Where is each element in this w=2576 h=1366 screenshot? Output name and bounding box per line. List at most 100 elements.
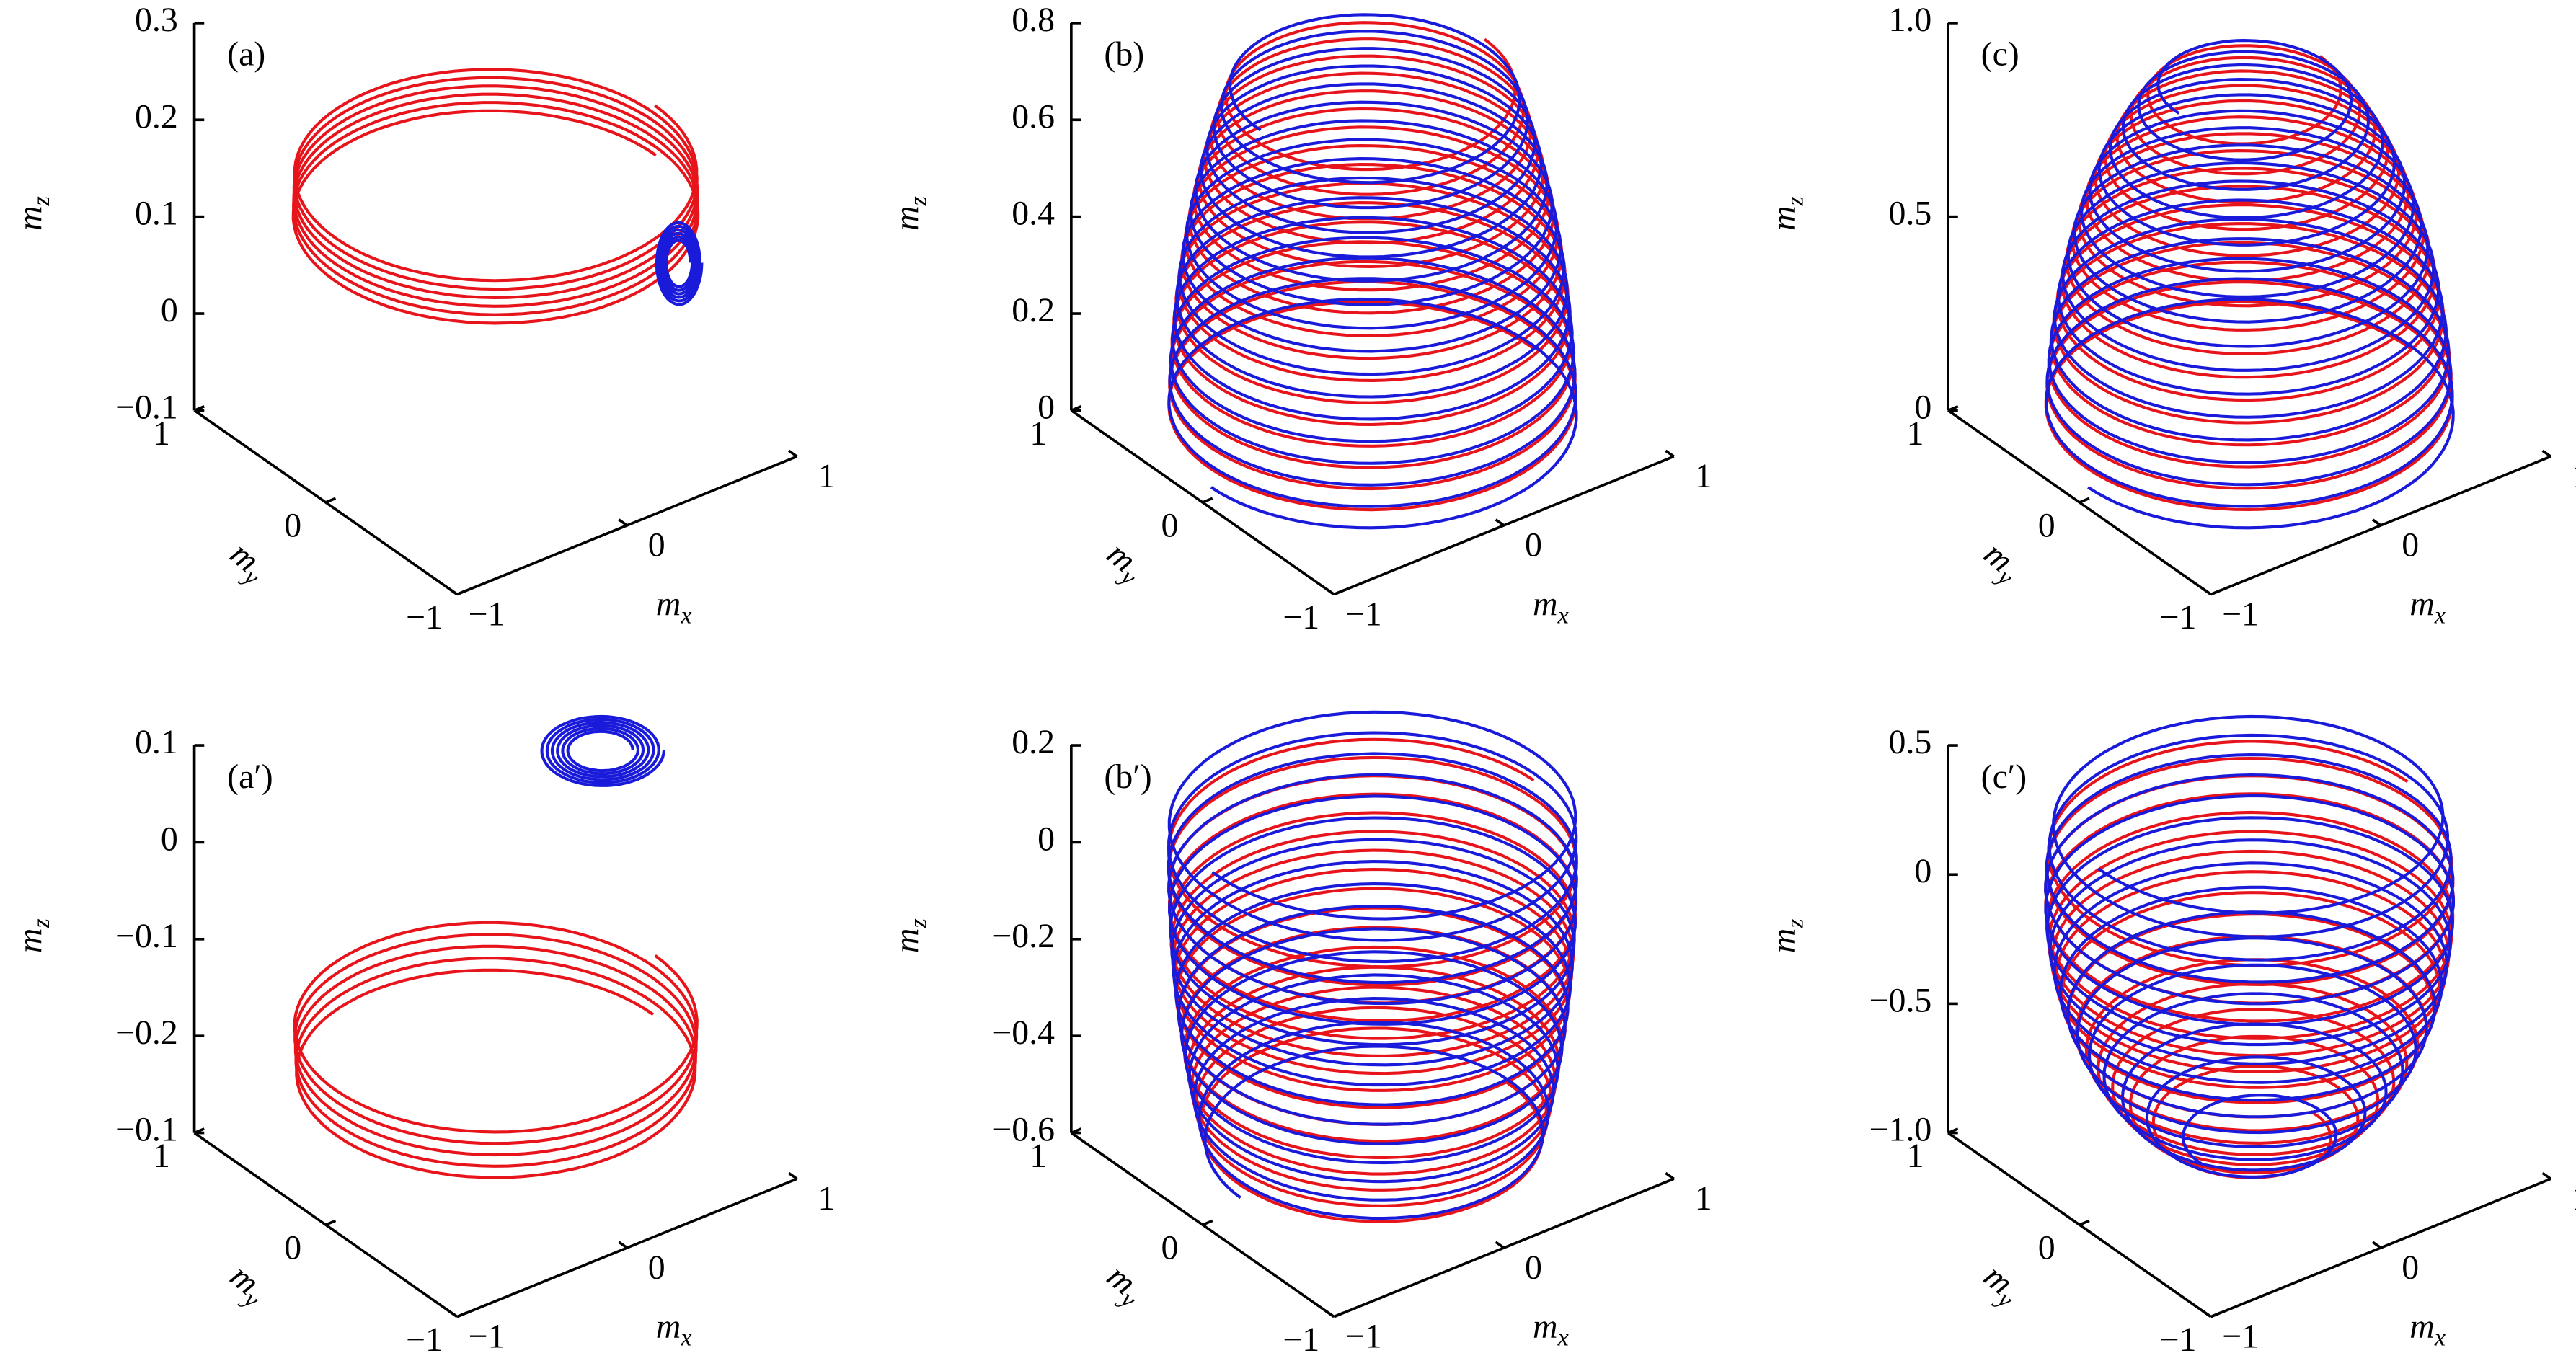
x-axis-label-base: m [2409,585,2435,624]
x-axis-label: mx [2409,585,2446,629]
z-tick-label: 0 [1037,388,1055,426]
x-axis-label-sub: x [2434,602,2446,629]
blue-trajectory [1167,13,1578,530]
z-axis-label: mz [11,918,55,953]
z-axis-label-base: m [1765,205,1803,231]
x-tick [618,1241,628,1249]
z-tick-label: 0.4 [1012,195,1055,233]
z-tick-label: 0 [1914,852,1931,890]
z-tick-label: 0.5 [1889,195,1932,233]
z-axis-label: mz [888,196,932,231]
x-axis-label: mx [2409,1308,2446,1352]
x-tick [2541,1171,2552,1180]
x-axis-label-sub: x [1557,602,1569,629]
x-axis-label: mx [656,1308,692,1352]
x-tick-label: 0 [648,1249,665,1287]
y-tick-label: 0 [284,506,301,544]
z-tick-label: −0.6 [992,1111,1055,1149]
x-axis-label: mx [1533,585,1569,629]
z-tick-label: 0.1 [135,195,178,233]
y-tick [1947,1127,1959,1135]
x-tick [448,587,459,595]
x-axis-label-sub: x [680,1324,691,1351]
z-axis-label-base: m [11,928,49,954]
x-tick [1495,518,1505,527]
y-tick-label: −1 [1283,598,1319,637]
x-axis-label: mx [1533,1308,1569,1352]
z-tick-label: 0.2 [135,97,178,136]
y-tick-label: 0 [1161,1229,1179,1267]
x-axis-label: mx [656,585,692,629]
panel-label: (c) [1981,35,2019,74]
y-tick-label: 0 [1161,506,1179,544]
y-tick-label: −1 [2160,598,2197,637]
x-tick-label: 1 [818,1179,836,1218]
y-axis-label: my [1097,534,1153,591]
z-tick-label: 1.0 [1889,1,1932,39]
y-tick-label: 1 [153,1137,170,1175]
y-tick-label: 1 [1030,1137,1047,1175]
y-axis-label: my [219,1257,275,1314]
y-tick [2079,1219,2090,1226]
z-tick-label: 0.2 [1012,291,1055,329]
x-tick-label: 0 [2402,1249,2419,1287]
x-tick [788,1171,798,1180]
y-tick-label: 0 [2038,1229,2055,1267]
z-tick-label: 0 [161,820,178,858]
x-tick [2371,518,2382,527]
z-tick-label: 0.5 [1889,723,1932,761]
x-axis-label-sub: x [2434,1324,2446,1351]
y-axis-label: my [1973,534,2030,591]
z-axis-label-base: m [888,205,926,231]
z-tick-label: −0.1 [115,388,178,426]
x-axis-label-base: m [2409,1308,2435,1346]
x-tick [1665,1171,1675,1180]
y-tick [325,497,337,504]
x-tick [448,1310,459,1318]
y-tick [193,405,205,412]
y-tick-label: −1 [406,598,443,637]
x-axis [1333,455,1675,596]
z-tick-label: 0.3 [135,1,178,39]
z-axis-label-sub: z [28,196,55,206]
z-axis-label-base: m [11,205,49,231]
blue-trajectory [2044,714,2455,1179]
y-tick [1202,497,1213,504]
blue-trajectory [1167,710,1578,1220]
panel-label: (a) [227,35,265,74]
blue-trajectory [655,221,704,306]
blue-trajectory [2045,38,2455,530]
x-tick [1324,1310,1335,1318]
z-axis-label: mz [888,918,932,953]
z-axis-label: mz [1765,918,1809,953]
y-tick-label: 0 [2038,506,2055,544]
panel-label: (c′) [1981,758,2027,796]
z-axis-label-sub: z [28,918,55,928]
x-tick-label: −1 [1345,1318,1382,1356]
y-tick [1947,405,1959,412]
y-tick-label: −1 [1283,1321,1319,1359]
x-tick [2541,449,2552,458]
panel-label: (b′) [1104,758,1151,796]
z-axis-label-base: m [888,928,926,954]
red-trajectory [293,921,699,1179]
x-tick-label: 1 [1695,457,1712,495]
x-tick [618,518,628,527]
y-axis-label: my [219,534,275,591]
y-tick [193,1127,205,1135]
x-axis-label-base: m [656,1308,681,1346]
x-tick-label: −1 [469,1318,505,1356]
z-tick-label: 0 [1037,820,1055,858]
y-tick-label: 1 [1030,414,1047,453]
y-tick [325,1219,337,1226]
x-axis-label-sub: x [1557,1324,1569,1351]
y-tick-label: −1 [2160,1321,2197,1359]
y-tick-label: 1 [1907,414,1924,453]
z-tick-label: 0.6 [1012,97,1055,136]
z-axis-label: mz [1765,196,1809,231]
x-tick [1495,1241,1505,1249]
x-axis-label-base: m [656,585,681,624]
blue-trajectory [540,714,666,787]
x-tick-label: 0 [648,526,665,564]
